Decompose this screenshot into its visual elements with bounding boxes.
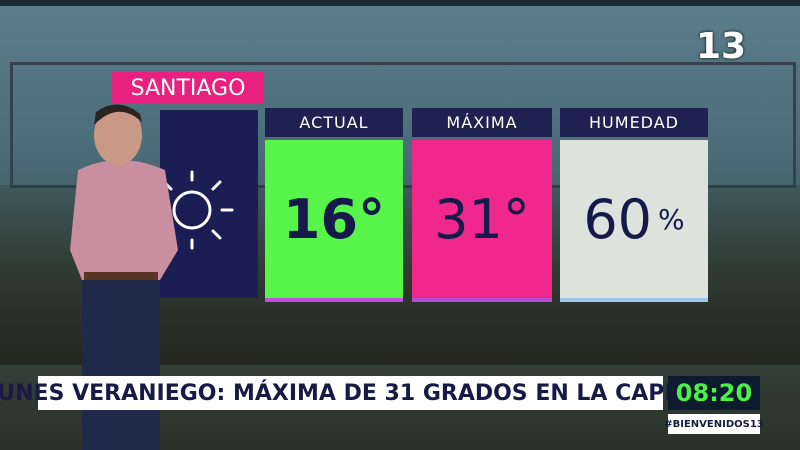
tile-header: ACTUAL [265,108,403,137]
tile-header: HUMEDAD [560,108,708,137]
humidity-unit: % [658,202,685,236]
weather-icon-panel [160,110,258,298]
tile-value: 31° [412,140,552,302]
channel-logo: 13 [695,26,747,67]
tile-value: 60% [560,140,708,302]
hashtag: #BIENVENIDOS13 [664,414,764,434]
city-label: SANTIAGO [112,72,264,104]
tile-header: MÁXIMA [412,108,552,137]
presenter [70,104,178,450]
top-edge [0,0,800,6]
clock: 08:20 [668,376,760,410]
tile-value: 16° [265,140,403,302]
headline: LUNES VERANIEGO: MÁXIMA DE 31 GRADOS EN … [0,376,717,410]
humidity-value: 60 [583,187,653,251]
